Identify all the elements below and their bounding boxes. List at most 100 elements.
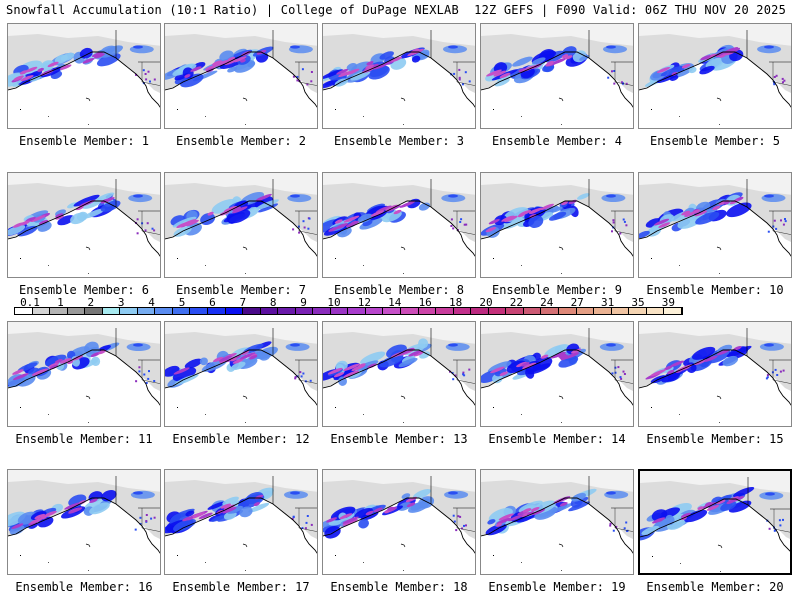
hawaii-islands <box>558 97 564 102</box>
coastline <box>323 349 475 406</box>
state-borders <box>614 62 633 86</box>
legend-tick-label: 35 <box>631 296 645 309</box>
arctic-region <box>481 322 633 344</box>
hawaii-islands <box>400 97 406 102</box>
ensemble-member-label: Ensemble Member: 18 <box>330 580 468 594</box>
state-borders <box>456 508 475 532</box>
arctic-region <box>323 24 475 46</box>
land-mass <box>639 322 791 391</box>
snowfall-map <box>165 470 317 571</box>
ensemble-member-label: Ensemble Member: 14 <box>488 432 626 446</box>
coastline <box>639 200 791 257</box>
ensemble-member-map[interactable] <box>322 321 476 427</box>
header-title: Snowfall Accumulation (10:1 Ratio) | Col… <box>6 3 459 17</box>
legend-swatch <box>664 308 682 314</box>
land-mass <box>639 173 791 242</box>
state-borders <box>614 360 633 384</box>
snowfall-map <box>481 24 633 125</box>
land-mass <box>481 470 633 539</box>
legend-swatch <box>383 308 402 314</box>
legend-swatch <box>85 308 103 314</box>
arctic-region <box>639 24 791 46</box>
snowfall-map <box>639 173 791 274</box>
snowfall-map <box>481 322 633 423</box>
ensemble-member-map[interactable] <box>638 321 792 427</box>
arctic-region <box>165 24 317 46</box>
snowfall-map <box>481 173 633 274</box>
color-legend: 0.1 1 2 3 4 5 6 7 8 9 10 12 14 16 18 20 22 24 27 31 35 39 <box>14 296 786 318</box>
land-mass <box>165 24 317 93</box>
snowfall-map <box>165 24 317 125</box>
state-borders <box>772 211 791 235</box>
legend-tick-label: 31 <box>600 296 615 309</box>
legend-tick-label: 2 <box>87 296 95 309</box>
ensemble-member-map[interactable] <box>7 23 161 129</box>
ensemble-member-map[interactable] <box>164 321 318 427</box>
ensemble-member-label: Ensemble Member: 15 <box>646 432 784 446</box>
ensemble-member-label: Ensemble Member: 12 <box>172 432 310 446</box>
legend-tick-label: 16 <box>418 296 432 309</box>
legend-tick-label: 3 <box>117 296 125 309</box>
ensemble-member-map[interactable] <box>164 23 318 129</box>
land-mass <box>8 322 160 391</box>
legend-tick-label: 14 <box>388 296 402 309</box>
ensemble-member-label: Ensemble Member: 5 <box>649 134 781 148</box>
legend-swatch <box>541 308 559 314</box>
ensemble-member-label: Ensemble Member: 16 <box>15 580 153 594</box>
ensemble-member-label: Ensemble Member: 2 <box>175 134 307 148</box>
legend-tick-label: 18 <box>448 296 463 309</box>
land-mass <box>639 24 791 93</box>
ensemble-member-map[interactable] <box>480 172 634 278</box>
state-borders <box>456 62 475 86</box>
snowfall-map <box>639 24 791 125</box>
legend-swatch <box>418 308 437 314</box>
land-mass <box>481 322 633 391</box>
ensemble-member-map[interactable] <box>480 23 634 129</box>
ensemble-member-map[interactable] <box>322 172 476 278</box>
legend-swatch <box>155 308 173 314</box>
hawaii-islands <box>85 395 91 400</box>
snowfall-map <box>640 471 790 572</box>
ensemble-member-label: Ensemble Member: 9 <box>491 283 623 297</box>
ensemble-member-map[interactable] <box>7 172 161 278</box>
legend-swatch <box>137 308 156 314</box>
ensemble-member-map[interactable] <box>638 23 792 129</box>
arctic-region <box>8 24 160 46</box>
ensemble-member-label: Ensemble Member: 3 <box>333 134 465 148</box>
ensemble-member-map[interactable] <box>7 321 161 427</box>
land-mass <box>165 173 317 242</box>
hawaii-islands <box>400 395 406 400</box>
ensemble-member-map[interactable] <box>322 469 476 575</box>
hawaii-islands <box>85 543 91 548</box>
ensemble-member-map[interactable] <box>7 469 161 575</box>
ensemble-member-label: Ensemble Member: 11 <box>15 432 153 446</box>
ensemble-member-map[interactable] <box>480 469 634 575</box>
land-mass <box>323 322 475 391</box>
legend-swatch <box>506 308 524 314</box>
state-borders <box>772 360 791 384</box>
hawaii-islands <box>400 246 406 251</box>
ensemble-member-label: Ensemble Member: 13 <box>330 432 468 446</box>
hawaii-islands <box>716 97 722 102</box>
hawaii-islands <box>716 246 722 251</box>
legend-swatch <box>365 308 384 314</box>
ensemble-member-map[interactable] <box>164 172 318 278</box>
legend-swatch <box>295 308 314 314</box>
ensemble-member-label: Ensemble Member: 6 <box>18 283 150 297</box>
legend-swatch <box>120 308 138 314</box>
legend-tick-label: 8 <box>269 296 277 309</box>
ensemble-member-map[interactable] <box>164 469 318 575</box>
legend-swatch <box>436 308 454 314</box>
ensemble-member-map[interactable] <box>322 23 476 129</box>
coastline <box>8 200 160 257</box>
state-borders <box>141 62 160 86</box>
ensemble-member-map[interactable] <box>638 172 792 278</box>
hawaii-islands <box>400 543 406 548</box>
arctic-region <box>8 173 160 195</box>
coastline <box>481 200 633 257</box>
ensemble-member-map[interactable] <box>480 321 634 427</box>
ensemble-member-map[interactable] <box>638 469 792 575</box>
coastline <box>8 349 160 406</box>
hawaii-islands <box>242 97 248 102</box>
legend-tick-label: 5 <box>178 296 186 309</box>
